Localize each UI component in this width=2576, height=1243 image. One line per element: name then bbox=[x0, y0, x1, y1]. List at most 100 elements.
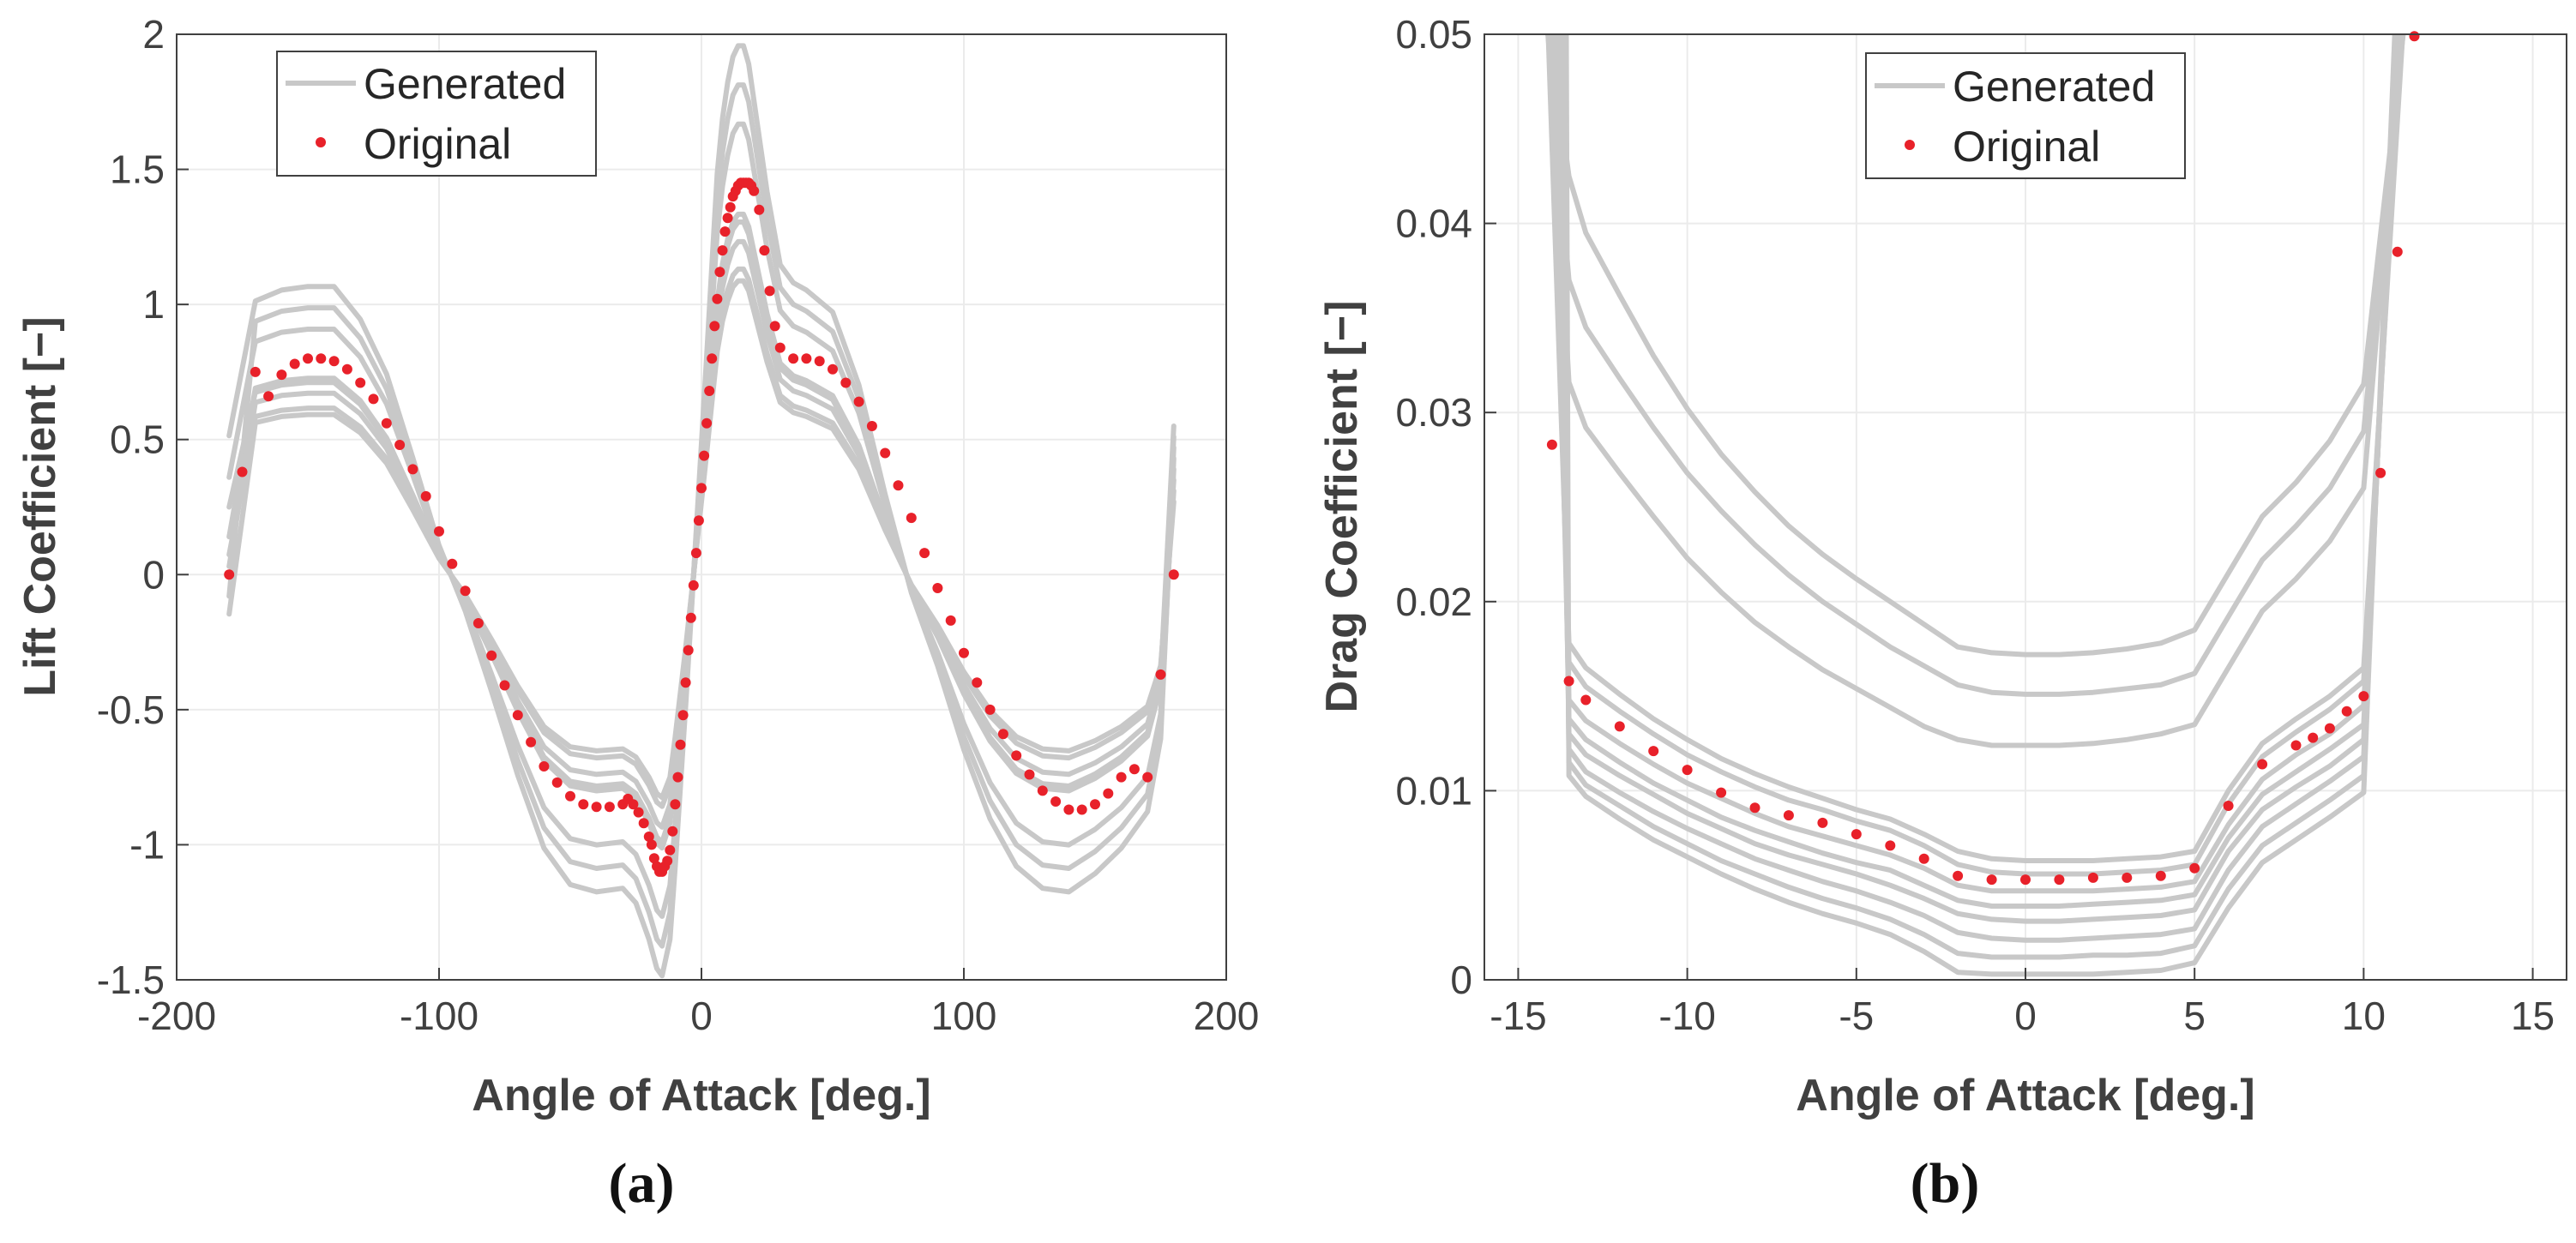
panel-a-original-point bbox=[486, 650, 497, 661]
panel-a-original-point bbox=[945, 615, 956, 626]
panel-b-legend: Generated Original bbox=[1865, 52, 2186, 179]
panel-b-original-point bbox=[2122, 872, 2133, 883]
panel-a-x-tick-label: -100 bbox=[400, 994, 478, 1038]
panel-a-original-point bbox=[709, 321, 720, 332]
panel-a-y-tick-label: -1.5 bbox=[97, 958, 165, 1002]
panel-a-y-tick-label: 0 bbox=[142, 552, 165, 597]
panel-b-original-point bbox=[2324, 723, 2335, 734]
panel-a-original-point bbox=[959, 647, 969, 658]
panel-a-original-point bbox=[1050, 796, 1062, 807]
panel-a-original-point bbox=[769, 321, 780, 332]
panel-a-original-point bbox=[840, 377, 852, 388]
panel-a-original-point bbox=[341, 363, 352, 375]
panel-b-x-tick-label: 15 bbox=[2511, 994, 2555, 1038]
panel-a-original-point bbox=[420, 490, 431, 501]
panel-a-y-tick-label: -1 bbox=[129, 822, 165, 867]
panel-a-x-tick-label: 100 bbox=[931, 994, 997, 1038]
panel-a-original-point bbox=[1155, 669, 1166, 680]
panel-b-original-point bbox=[1716, 787, 1727, 798]
panel-a-original-point bbox=[667, 826, 678, 837]
panel-b-original-point bbox=[2409, 31, 2420, 42]
panel-b-y-tick-label: 0.01 bbox=[1395, 768, 1472, 813]
panel-a-legend-generated-label: Generated bbox=[364, 60, 566, 108]
panel-a-original-point bbox=[670, 799, 681, 810]
panel-a-original-point bbox=[578, 799, 589, 810]
panel-a-original-point bbox=[643, 832, 654, 842]
panel-a-original-point bbox=[764, 285, 775, 297]
panel-a-x-tick-label: 0 bbox=[690, 994, 713, 1038]
panel-a-original-point bbox=[696, 483, 707, 494]
panel-a-original-point bbox=[801, 353, 812, 364]
panel-a-original-point bbox=[368, 393, 379, 405]
panel-a-original-point bbox=[759, 245, 770, 256]
panel-a-original-point bbox=[714, 267, 725, 278]
panel-a-original-point bbox=[460, 585, 471, 597]
panel-a-original-point bbox=[754, 204, 765, 215]
panel-a-y-tick-label: 0.5 bbox=[110, 417, 165, 462]
panel-a-original-point bbox=[866, 421, 877, 431]
panel-a: -200 -100 0 100 200 -1.5 -1 -0.5 0 0.5 1 1.5 2 Angle… bbox=[15, 12, 1259, 1215]
panel-b-generated-lines bbox=[1545, 34, 2406, 977]
panel-a-original-point bbox=[1024, 769, 1035, 780]
panel-b-legend-generated-label: Generated bbox=[1953, 63, 2155, 111]
panel-b-generated-line bbox=[1550, 34, 2404, 894]
panel-a-original-point bbox=[263, 391, 274, 402]
panel-a-original-point bbox=[276, 369, 287, 381]
panel-a-original-point bbox=[434, 525, 444, 537]
panel-b-x-tick-label: -15 bbox=[1490, 994, 1546, 1038]
panel-a-original-point bbox=[828, 363, 838, 375]
panel-a-original-point bbox=[893, 480, 904, 491]
panel-a-original-point bbox=[719, 226, 731, 237]
panel-b-generated-line bbox=[1548, 34, 2404, 877]
panel-a-original-point bbox=[224, 569, 235, 580]
panel-b-legend-original-swatch bbox=[1905, 140, 1915, 150]
panel-a-legend-box bbox=[276, 51, 597, 177]
panel-a-original-point bbox=[526, 736, 537, 748]
panel-b-original-point bbox=[2155, 870, 2166, 881]
panel-b-original-point bbox=[2223, 801, 2234, 811]
panel-a-original-point bbox=[628, 799, 639, 810]
panel-b-original-point bbox=[1918, 853, 1929, 864]
panel-a-original-point bbox=[328, 356, 340, 367]
panel-a-generated-line bbox=[226, 82, 1177, 949]
panel-b-y-tick-label: 0.02 bbox=[1395, 579, 1472, 624]
panel-b-original-point bbox=[1614, 721, 1625, 732]
panel-a-original-point bbox=[1011, 750, 1022, 761]
panel-b-generated-line bbox=[1547, 34, 2406, 658]
panel-b-original-point bbox=[1648, 746, 1659, 757]
panel-b-original-point bbox=[2290, 740, 2302, 751]
panel-b-original-point bbox=[2341, 706, 2352, 717]
panel-a-original-point bbox=[512, 710, 523, 721]
panel-a-original-point bbox=[316, 353, 327, 364]
panel-b-original-points bbox=[1546, 31, 2420, 886]
panel-a-legend-original-swatch bbox=[316, 137, 326, 147]
panel-b-generated-line bbox=[1546, 34, 2404, 748]
panel-b-original-point bbox=[1749, 802, 1760, 814]
panel-a-original-point bbox=[665, 844, 676, 856]
panel-a-original-points bbox=[224, 177, 1179, 877]
panel-a-original-point bbox=[289, 358, 300, 369]
panel-b-original-point bbox=[2087, 872, 2098, 883]
panel-b-original-point bbox=[1953, 870, 1964, 881]
panel-a-original-point bbox=[303, 353, 313, 364]
panel-a-original-point bbox=[638, 818, 649, 829]
panel-a-original-point bbox=[250, 366, 261, 377]
panel-b-generated-line bbox=[1545, 34, 2405, 697]
panel-a-original-point bbox=[551, 777, 563, 788]
panel-b-original-point bbox=[2392, 246, 2403, 257]
panel-a-original-point bbox=[539, 761, 550, 772]
panel-a-original-point bbox=[672, 772, 683, 783]
panel-b-generated-line bbox=[1553, 34, 2403, 909]
panel-b-original-point bbox=[1682, 765, 1693, 776]
panel-b-caption: (b) bbox=[1911, 1152, 1980, 1215]
panel-b-original-point bbox=[1580, 694, 1592, 706]
panel-a-original-point bbox=[690, 548, 701, 559]
panel-b-y-tick-label: 0.05 bbox=[1395, 12, 1472, 57]
panel-b-x-tick-label: 10 bbox=[2342, 994, 2386, 1038]
panel-b-original-point bbox=[2020, 874, 2031, 886]
panel-a-generated-lines bbox=[226, 43, 1177, 979]
panel-a-original-point bbox=[633, 807, 644, 818]
panel-b-original-point bbox=[2375, 467, 2386, 478]
panel-b-original-point bbox=[2358, 691, 2369, 702]
panel-a-original-point bbox=[499, 680, 510, 691]
